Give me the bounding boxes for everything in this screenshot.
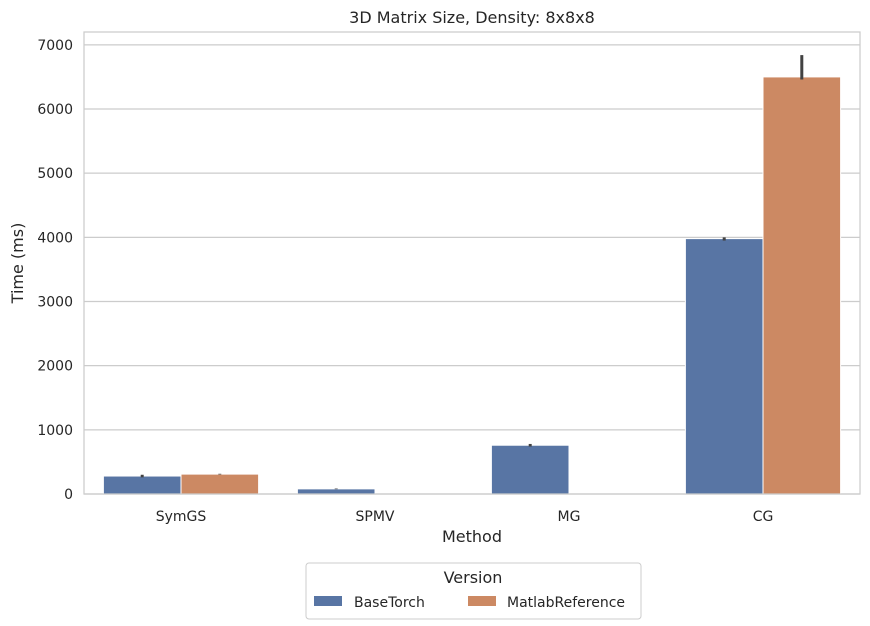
chart-title: 3D Matrix Size, Density: 8x8x8 bbox=[349, 8, 595, 27]
error-bars bbox=[140, 55, 804, 490]
y-axis-title: Time (ms) bbox=[8, 223, 27, 305]
legend-title: Version bbox=[444, 568, 503, 587]
x-tick-label-spmv: SPMV bbox=[356, 509, 395, 525]
x-axis-ticks: SymGS SPMV MG CG bbox=[156, 509, 774, 525]
bar-basetorch-mg bbox=[490, 444, 570, 495]
y-tick-label-4000: 4000 bbox=[37, 230, 73, 246]
bar-basetorch-cg bbox=[684, 238, 764, 495]
legend-swatch-basetorch bbox=[314, 596, 342, 606]
y-tick-label-2000: 2000 bbox=[37, 359, 73, 375]
y-tick-label-1000: 1000 bbox=[37, 423, 73, 439]
bar-matlabreference-cg bbox=[762, 76, 842, 495]
legend: Version BaseTorch MatlabReference bbox=[305, 562, 642, 620]
y-tick-label-0: 0 bbox=[64, 487, 73, 503]
bar-basetorch-spmv bbox=[296, 488, 376, 495]
y-tick-label-5000: 5000 bbox=[37, 166, 73, 182]
legend-frame bbox=[305, 562, 642, 620]
x-tick-label-cg: CG bbox=[753, 509, 774, 525]
y-axis-ticks: 0 1000 2000 3000 4000 5000 6000 7000 bbox=[37, 38, 73, 503]
x-tick-label-mg: MG bbox=[558, 509, 581, 525]
x-axis-title: Method bbox=[442, 527, 502, 546]
y-tick-label-7000: 7000 bbox=[37, 38, 73, 54]
bar-basetorch-symgs bbox=[102, 475, 182, 495]
plot-frame bbox=[83, 31, 861, 495]
y-tick-label-6000: 6000 bbox=[37, 102, 73, 118]
bar-matlabreference-symgs bbox=[180, 473, 260, 495]
y-tick-label-3000: 3000 bbox=[37, 295, 73, 311]
legend-label-basetorch: BaseTorch bbox=[354, 595, 425, 611]
legend-swatch-matlabreference bbox=[468, 596, 496, 606]
legend-label-matlabreference: MatlabReference bbox=[507, 595, 625, 611]
x-tick-label-symgs: SymGS bbox=[156, 509, 207, 525]
